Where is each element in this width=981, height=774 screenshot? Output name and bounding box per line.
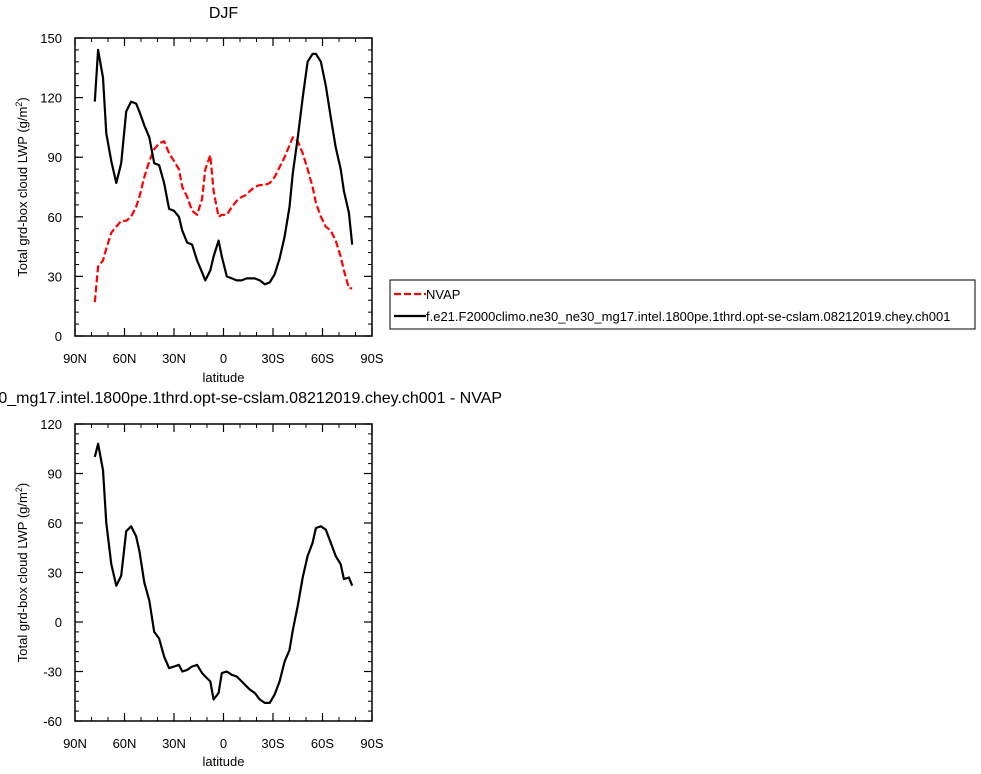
chart1-x-tick-label: 0	[220, 351, 227, 366]
chart2-title: 30_ne30_mg17.intel.1800pe.1thrd.opt-se-c…	[0, 390, 502, 407]
chart1-x-tick-label: 60S	[311, 351, 334, 366]
chart1-y-tick-label: 60	[48, 210, 62, 225]
chart1-y-tick-label: 120	[40, 91, 62, 106]
chart2-y-tick-label: 90	[48, 467, 62, 482]
chart1-legend-box	[389, 279, 976, 330]
chart2-x-tick-label: 90N	[63, 736, 87, 751]
chart1-x-tick-label: 60N	[113, 351, 137, 366]
chart2-x-tick-label: 60N	[113, 736, 137, 751]
chart1-x-tick-label: 90S	[360, 351, 383, 366]
chart2-y-tick-label: -60	[43, 714, 62, 729]
chart2-x-axis-label: latitude	[203, 754, 245, 769]
chart2-plot-frame	[74, 423, 373, 722]
chart1-group: DJF 90N 60N 30N 0 30S 60S 90S 0 30 60 90 120 150 latit…	[14, 5, 976, 385]
chart1-y-axis-label: Total grd-box cloud LWP (g/m2)	[14, 97, 30, 276]
chart1-legend-label-2: f.e21.F2000climo.ne30_ne30_mg17.intel.18…	[426, 309, 950, 324]
chart1-y-tick-label: 0	[55, 329, 62, 344]
chart1-x-tick-label: 90N	[63, 351, 87, 366]
chart2-y-axis-label: Total grd-box cloud LWP (g/m2)	[14, 483, 30, 662]
chart1-series-line-1	[93, 136, 353, 303]
chart2-x-tick-label: 0	[220, 736, 227, 751]
chart1-x-tick-label: 30S	[261, 351, 284, 366]
chart1-plot-frame	[74, 37, 373, 337]
chart1-y-tick-label: 30	[48, 269, 62, 284]
chart2-series-line-1	[93, 442, 354, 705]
chart2-y-tick-label: -30	[43, 665, 62, 680]
chart1-x-tick-label: 30N	[162, 351, 186, 366]
chart1-series-line-2	[93, 48, 354, 286]
chart1-y-tick-label: 90	[48, 150, 62, 165]
chart1-x-axis-label: latitude	[203, 370, 245, 385]
chart2-y-tick-label: 0	[55, 615, 62, 630]
chart2-x-tick-label: 30S	[261, 736, 284, 751]
chart2-group: 30_ne30_mg17.intel.1800pe.1thrd.opt-se-c…	[0, 390, 502, 769]
chart2-y-tick-label: 60	[48, 516, 62, 531]
chart2-x-tick-label: 60S	[311, 736, 334, 751]
chart2-x-tick-label: 30N	[162, 736, 186, 751]
chart2-y-tick-label: 30	[48, 566, 62, 581]
chart1-title: DJF	[209, 5, 239, 22]
chart1-legend-label-1: NVAP	[426, 287, 460, 302]
chart2-x-tick-label: 90S	[360, 736, 383, 751]
chart2-y-tick-label: 120	[40, 417, 62, 432]
chart1-y-tick-label: 150	[40, 31, 62, 46]
